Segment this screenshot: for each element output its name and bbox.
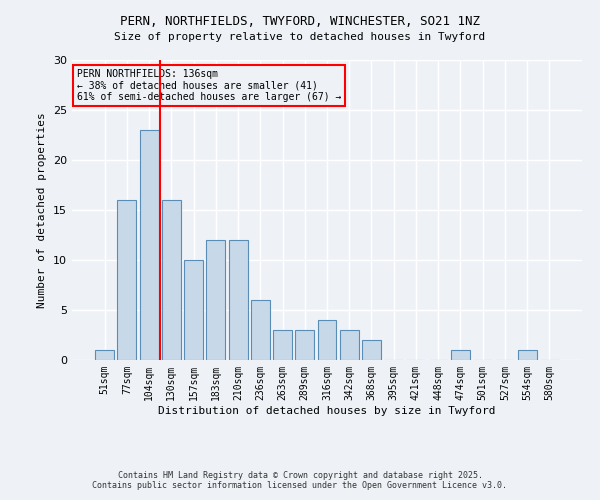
Text: PERN NORTHFIELDS: 136sqm
← 38% of detached houses are smaller (41)
61% of semi-d: PERN NORTHFIELDS: 136sqm ← 38% of detach… (77, 69, 341, 102)
Bar (206, 240, 225, 360)
Text: Size of property relative to detached houses in Twyford: Size of property relative to detached ho… (115, 32, 485, 42)
Bar (295, 330, 314, 360)
Bar (95, 350, 114, 360)
Bar (184, 260, 203, 360)
Bar (340, 330, 359, 360)
Bar (317, 320, 337, 360)
Bar (140, 130, 158, 360)
Y-axis label: Number of detached properties: Number of detached properties (37, 112, 47, 308)
Bar (518, 350, 536, 360)
Bar (451, 350, 470, 360)
Bar (273, 330, 292, 360)
Bar (229, 240, 248, 360)
Bar (362, 340, 381, 360)
Bar (118, 200, 136, 360)
Bar (251, 300, 270, 360)
Bar (162, 200, 181, 360)
Text: Contains HM Land Registry data © Crown copyright and database right 2025.
Contai: Contains HM Land Registry data © Crown c… (92, 470, 508, 490)
Text: PERN, NORTHFIELDS, TWYFORD, WINCHESTER, SO21 1NZ: PERN, NORTHFIELDS, TWYFORD, WINCHESTER, … (120, 15, 480, 28)
X-axis label: Distribution of detached houses by size in Twyford: Distribution of detached houses by size … (158, 406, 496, 415)
